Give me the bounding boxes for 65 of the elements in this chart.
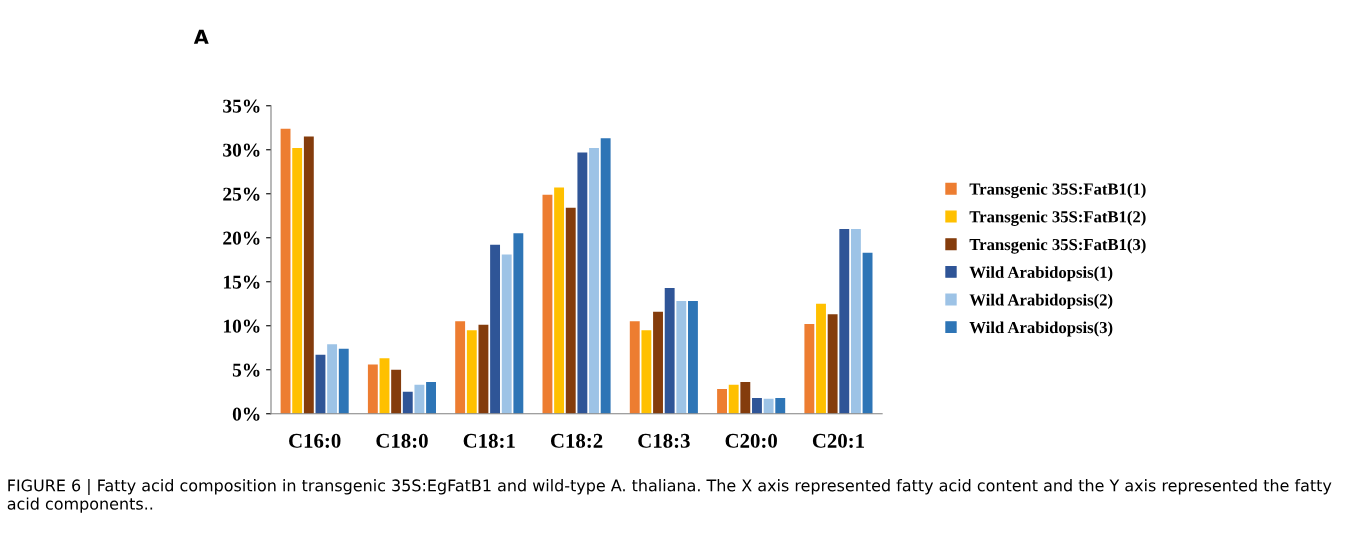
legend-label: Transgenic 35S:FatB1(3): [969, 238, 1146, 254]
bar: [775, 397, 786, 414]
bar: [827, 314, 838, 414]
bar: [478, 324, 489, 414]
bar: [542, 194, 553, 414]
x-tick-label: C18:1: [463, 433, 515, 448]
y-tick-label: 0%: [232, 407, 260, 421]
text: A: [193, 29, 209, 44]
bar: [728, 384, 739, 414]
y-tick-label: 20%: [223, 231, 260, 245]
bar: [629, 321, 640, 414]
bar: [490, 244, 501, 414]
bar: [653, 311, 663, 414]
bar: [379, 358, 390, 414]
bar: [862, 252, 873, 414]
y-tick-label: 15%: [223, 275, 260, 289]
bar: [338, 348, 349, 414]
legend-label: Wild Arabidopsis(3): [969, 321, 1113, 337]
bar: [763, 398, 774, 414]
bar: [501, 254, 512, 414]
bar: [565, 207, 576, 414]
y-tick-label: 25%: [223, 187, 260, 201]
bar: [804, 323, 815, 414]
bar: [414, 384, 425, 414]
bar: [280, 128, 291, 414]
bar: [327, 344, 338, 414]
bar: [455, 321, 466, 414]
x-tick-label: C20:1: [812, 433, 864, 448]
x-tick-label: C18:2: [550, 433, 603, 448]
legend-label: Wild Arabidopsis(2): [969, 293, 1113, 309]
bar: [717, 389, 727, 414]
bar: [315, 354, 326, 414]
bar: [391, 369, 402, 414]
x-tick-label: C18:0: [376, 433, 428, 448]
x-tick-label: C18:3: [638, 433, 690, 448]
legend-label: Wild Arabidopsis(1): [969, 266, 1113, 282]
bar: [839, 228, 850, 414]
bar: [367, 364, 378, 414]
x-tick-label: C20:0: [725, 433, 777, 448]
bar: [402, 391, 413, 414]
bar: [466, 330, 477, 414]
bar: [577, 152, 588, 414]
y-tick-label: 35%: [223, 99, 260, 113]
y-tick-label: 30%: [223, 143, 260, 157]
bar: [554, 187, 565, 414]
bar: [664, 287, 675, 414]
bar: [740, 382, 751, 414]
bar: [589, 148, 599, 414]
caption: FIGURE 6 | Fatty acid composition in transgenic 35S:EgFatB1 and wild-type A. thaliana. The X axis represented fatty acid content and the Y axis represented the fatty acid components..: [7, 479, 1332, 513]
bar: [292, 148, 303, 414]
legend-label: Transgenic 35S:FatB1(1): [969, 182, 1146, 199]
legend-label: Transgenic 35S:FatB1(2): [969, 210, 1146, 226]
bar: [641, 330, 652, 414]
bar: [688, 301, 698, 414]
bar: [426, 382, 436, 414]
bar: [850, 228, 861, 414]
bar: [752, 397, 762, 414]
bar: [303, 136, 314, 414]
bar: [816, 303, 826, 414]
y-tick-label: 10%: [223, 319, 260, 333]
x-tick-label: C16:0: [289, 433, 341, 448]
bar: [513, 233, 524, 414]
bar: [676, 301, 687, 414]
y-tick-label: 5%: [232, 363, 260, 377]
bar: [600, 138, 611, 414]
